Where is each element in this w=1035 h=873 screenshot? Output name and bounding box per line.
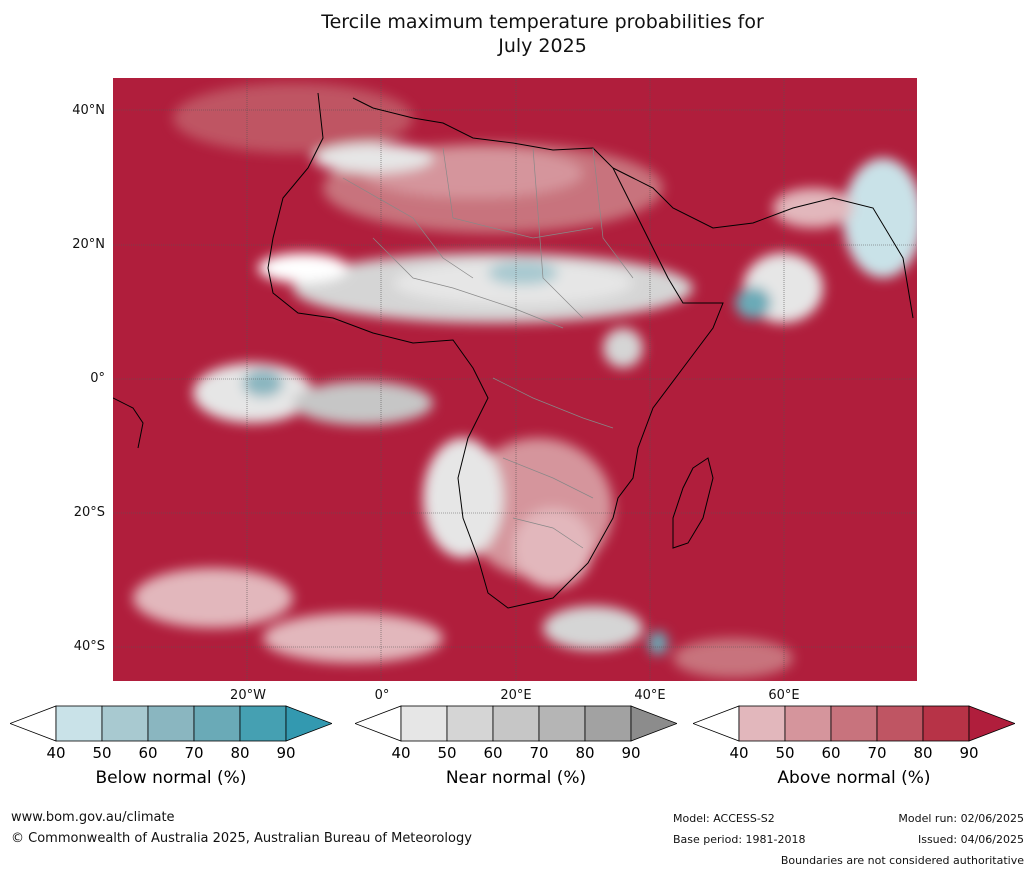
- lat-label-40n: 40°N: [72, 103, 105, 118]
- lon-label-20e: 20°E: [500, 688, 532, 703]
- colorbar-above-normal: [693, 705, 1015, 743]
- colorbar-above-svg: [693, 705, 1015, 742]
- colorbar-below-normal: [10, 705, 332, 743]
- colorbar-near-normal: [355, 705, 677, 743]
- colorbar-segment: [922, 705, 970, 742]
- lon-label-0: 0°: [374, 688, 390, 703]
- tick-label: 80: [575, 744, 595, 762]
- colorbar-above-title: Above normal (%): [777, 768, 931, 788]
- tick-label: 40: [391, 744, 411, 762]
- lat-label-40s: 40°S: [73, 639, 105, 654]
- copyright-text: © Commonwealth of Australia 2025, Austra…: [11, 831, 472, 846]
- tick-label: 90: [276, 744, 296, 762]
- tick-label: 50: [437, 744, 457, 762]
- lat-label-20s: 20°S: [73, 505, 105, 520]
- lon-label-20w: 20°W: [230, 688, 266, 703]
- tick-label: 60: [821, 744, 841, 762]
- lat-label-0: 0°: [90, 371, 105, 386]
- colorbar-segment: [400, 705, 448, 742]
- colorbar-segment: [584, 705, 632, 742]
- country-boundaries: [342, 147, 634, 549]
- colorbar-segment: [876, 705, 924, 742]
- colorbar-segment: [538, 705, 586, 742]
- tick-label: 40: [46, 744, 66, 762]
- model-run-text: Model run: 02/06/2025: [898, 812, 1024, 825]
- tick-label: 50: [92, 744, 112, 762]
- title-line-1: Tercile maximum temperature probabilitie…: [321, 11, 764, 33]
- colorbar-over-arrow: [630, 705, 677, 742]
- colorbar-below-title: Below normal (%): [95, 768, 247, 788]
- tick-label: 40: [729, 744, 749, 762]
- colorbar-over-arrow: [968, 705, 1015, 742]
- probability-regions: [133, 83, 917, 678]
- lon-label-40e: 40°E: [634, 688, 666, 703]
- gridlines: [113, 78, 917, 681]
- colorbar-near-title: Near normal (%): [445, 768, 587, 788]
- colorbar-segment: [446, 705, 494, 742]
- tick-label: 60: [483, 744, 503, 762]
- lon-label-60e: 60°E: [768, 688, 800, 703]
- base-period-text: Base period: 1981-2018: [673, 833, 806, 846]
- colorbar-segment: [147, 705, 195, 742]
- colorbar-segment: [193, 705, 241, 742]
- tick-label: 90: [959, 744, 979, 762]
- colorbar-segment: [55, 705, 103, 742]
- colorbar-under-arrow: [693, 705, 740, 742]
- tick-label: 70: [184, 744, 204, 762]
- colorbar-segment: [784, 705, 832, 742]
- tick-label: 70: [867, 744, 887, 762]
- colorbar-segment: [830, 705, 878, 742]
- tick-label: 90: [621, 744, 641, 762]
- lat-label-20n: 20°N: [72, 237, 105, 252]
- colorbar-over-arrow: [285, 705, 332, 742]
- model-text: Model: ACCESS-S2: [673, 812, 775, 825]
- colorbar-under-arrow: [10, 705, 57, 742]
- colorbar-below-svg: [10, 705, 332, 742]
- colorbar-under-arrow: [355, 705, 402, 742]
- colorbar-segment: [239, 705, 287, 742]
- tick-label: 80: [230, 744, 250, 762]
- colorbar-segment: [101, 705, 149, 742]
- map-canvas: [113, 78, 917, 681]
- colorbar-segment: [738, 705, 786, 742]
- website-link[interactable]: www.bom.gov.au/climate: [11, 810, 175, 825]
- issued-text: Issued: 04/06/2025: [917, 833, 1024, 846]
- tick-label: 80: [913, 744, 933, 762]
- map-title: Tercile maximum temperature probabilitie…: [0, 10, 1035, 58]
- tick-label: 50: [775, 744, 795, 762]
- disclaimer-text: Boundaries are not considered authoritat…: [780, 854, 1024, 867]
- title-line-2: July 2025: [498, 35, 587, 57]
- colorbar-near-svg: [355, 705, 677, 742]
- tick-label: 60: [138, 744, 158, 762]
- tick-label: 70: [529, 744, 549, 762]
- colorbar-segment: [492, 705, 540, 742]
- probability-map: [113, 78, 917, 681]
